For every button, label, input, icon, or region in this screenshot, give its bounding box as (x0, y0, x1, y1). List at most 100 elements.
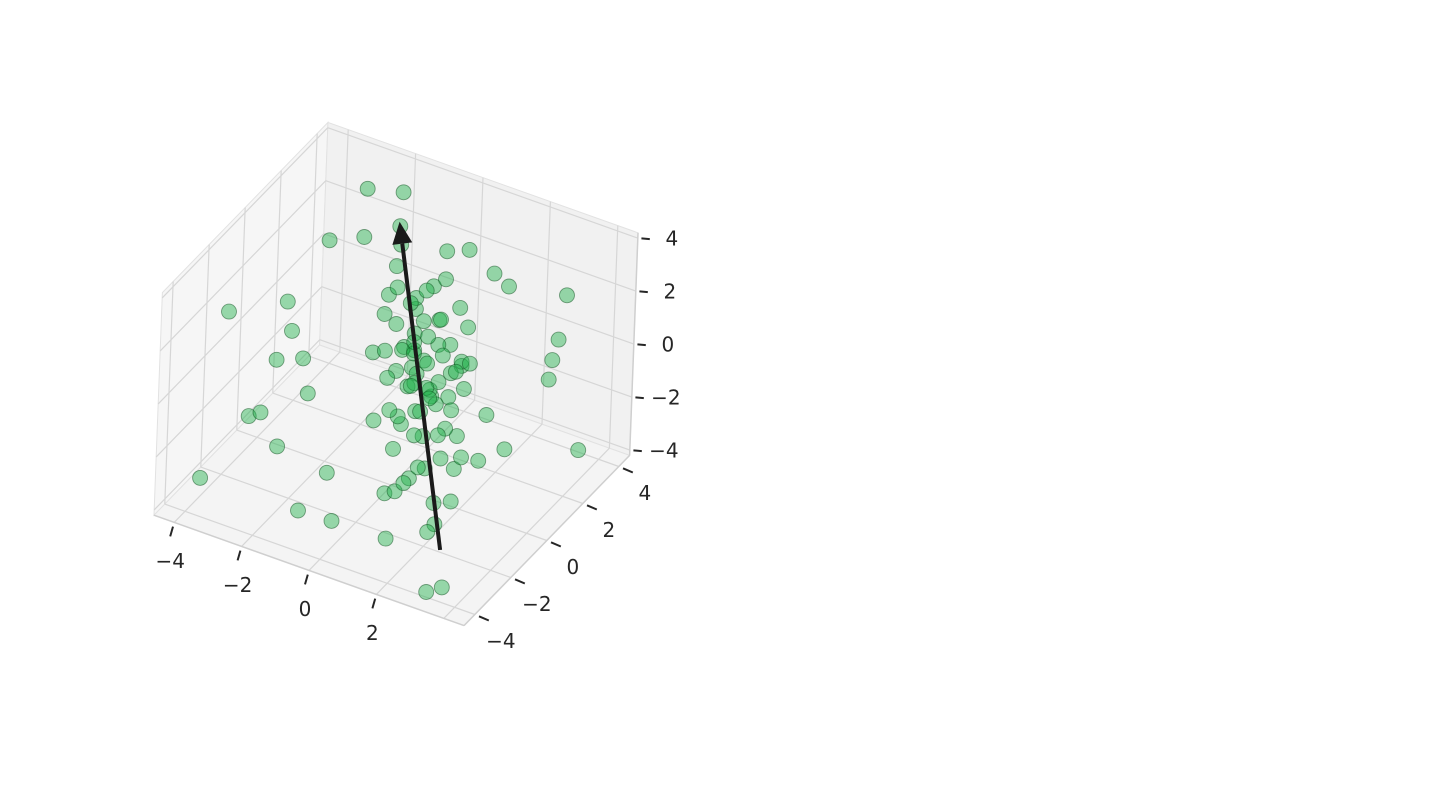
axis-line (628, 232, 639, 456)
direction-arrow (392, 221, 443, 551)
scatter-point (453, 449, 469, 466)
scatter-point (496, 441, 513, 458)
scatter-point (392, 416, 409, 433)
z-axis-tick-label: −2 (651, 386, 680, 410)
scatter-point (394, 341, 411, 358)
scatter-point (443, 402, 460, 419)
scatter-point (433, 579, 450, 596)
z-axis-tick (635, 396, 644, 400)
scatter-point (323, 512, 340, 529)
scatter-point (356, 229, 373, 245)
grid-line (157, 233, 325, 405)
scatter-point (364, 344, 381, 361)
scatter-point (279, 293, 296, 310)
scatter-point (409, 459, 426, 476)
x-axis-tick-label: −2 (223, 573, 252, 597)
scatter-point (427, 396, 444, 413)
scatter-point (445, 461, 462, 477)
z-axis-tick (639, 290, 648, 294)
scatter-point (240, 408, 257, 425)
scatter-point (455, 381, 472, 397)
z-axis-tick-label: −4 (649, 439, 678, 463)
scatter-point (385, 440, 401, 457)
scatter-point (447, 363, 464, 380)
scatter-point (433, 311, 449, 328)
scatter-point (284, 322, 300, 339)
x-axis-tick (169, 526, 174, 537)
y-axis-tick-label: 2 (602, 518, 615, 542)
z-axis-tick-label: 2 (663, 280, 676, 304)
scatter-point (461, 241, 478, 258)
grid-line (236, 429, 548, 542)
scatter-point (460, 319, 477, 336)
scatter-point (461, 355, 478, 372)
scatter-point (376, 342, 393, 359)
scatter-point (377, 530, 394, 547)
scatter-point (452, 299, 469, 316)
x-axis-tick-label: −4 (155, 549, 184, 573)
z-axis-tick-label: 0 (661, 333, 674, 357)
scatter-point (268, 351, 285, 368)
scatter-point (359, 180, 376, 197)
scatter-point (442, 493, 459, 510)
axis-line (463, 454, 631, 627)
scatter-point (550, 331, 567, 348)
scatter-point (402, 377, 419, 394)
x-axis-tick-label: 0 (299, 597, 312, 621)
scatter-point (442, 365, 459, 382)
x-axis-tick (371, 598, 377, 609)
y-axis-tick-label: −2 (522, 592, 551, 616)
y-axis-tick (514, 578, 526, 585)
y-axis-tick-label: −4 (486, 629, 515, 653)
grid-line (375, 423, 543, 595)
scatter-point (570, 442, 587, 459)
grid-line (308, 133, 318, 357)
x-axis-tick (236, 550, 242, 561)
scatter-point (221, 303, 237, 320)
scatter-point (438, 271, 454, 288)
scatter-point (419, 524, 436, 540)
scatter-point (540, 371, 557, 388)
grid-line (308, 355, 620, 468)
scatter-point (386, 483, 403, 500)
z-axis-tick (641, 237, 650, 241)
scatter-point (415, 313, 432, 330)
z-axis-tick (637, 343, 646, 347)
scatter-point (389, 279, 406, 296)
scatter-point (486, 265, 503, 282)
y-axis-tick-label: 4 (638, 481, 651, 505)
scatter-point (299, 385, 316, 402)
grid-line (608, 225, 619, 449)
scatter-point (395, 184, 412, 201)
scatter-point (379, 369, 396, 386)
grid-line (443, 447, 610, 619)
scatter-point (388, 316, 405, 332)
arrow-head (392, 221, 413, 245)
y-axis-tick (622, 467, 634, 474)
x-axis-tick-label: 2 (366, 621, 379, 645)
y-axis-tick-label: 0 (566, 555, 579, 579)
y-axis-tick (586, 504, 598, 511)
scatter-point (290, 502, 306, 519)
scatter-point (376, 306, 393, 322)
y-axis-tick (550, 541, 562, 548)
scatter-point (395, 475, 412, 492)
scatter-point (544, 352, 561, 369)
grid-line (327, 127, 639, 239)
scatter-point (388, 258, 405, 275)
scatter-point (406, 427, 422, 444)
scatter-point (365, 412, 382, 429)
scatter-point (418, 584, 435, 600)
scatter-point (295, 350, 312, 367)
grid-lines (153, 127, 639, 619)
scatter-point (396, 339, 413, 355)
scatter-point (434, 347, 451, 364)
scatter-point (389, 408, 406, 425)
scatter-point (429, 427, 446, 444)
grid-line (325, 180, 637, 292)
scatter-point (418, 282, 435, 299)
scatter-point (478, 407, 495, 423)
scatter-points (192, 180, 587, 600)
